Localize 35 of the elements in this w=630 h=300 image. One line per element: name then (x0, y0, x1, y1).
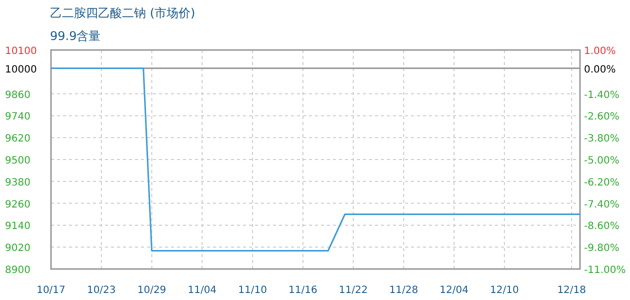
y2-tick-label: -2.60% (584, 112, 620, 123)
x-tick-label: 11/16 (288, 285, 318, 296)
y2-tick-label: 1.00% (584, 46, 616, 57)
y-tick-label: 9860 (5, 90, 30, 101)
x-tick-label: 11/10 (238, 285, 267, 296)
y2-tick-label: -6.20% (584, 177, 620, 188)
y-tick-label: 9500 (5, 156, 30, 166)
x-tick-label: 10/17 (36, 285, 66, 296)
y-tick-label: 9260 (5, 199, 30, 210)
y2-tick-label: -3.80% (584, 134, 620, 145)
x-tick-label: 11/04 (188, 285, 217, 296)
y2-tick-label: -8.60% (584, 221, 620, 232)
y2-tick-label: -1.40% (584, 90, 620, 101)
y-tick-label: 9620 (5, 134, 30, 145)
chart-subtitle: 99.9含量 (50, 29, 101, 43)
x-tick-label: 10/29 (137, 285, 166, 296)
x-tick-label: 10/23 (86, 285, 116, 296)
y-tick-label: 9380 (5, 177, 30, 188)
x-tick-label: 12/04 (440, 285, 468, 296)
y-tick-label: 9740 (5, 112, 30, 123)
y2-tick-label: 0.00% (584, 64, 616, 76)
y-tick-label: 9020 (5, 243, 30, 254)
chart-title: 乙二胺四乙酸二钠 (市场价) (50, 6, 196, 20)
y-tick-label: 9140 (5, 221, 30, 232)
y2-tick-label: -9.80% (584, 243, 620, 254)
x-tick-label: 12/10 (490, 285, 519, 296)
y-tick-label: 8900 (5, 265, 30, 276)
y2-tick-label: -11.00% (584, 265, 626, 276)
x-tick-label: 11/22 (338, 285, 368, 296)
y2-tick-label: -5.00% (584, 156, 620, 166)
y-tick-label: 10100 (5, 46, 37, 57)
x-tick-label: 12/18 (557, 285, 586, 296)
x-tick-label: 11/28 (389, 285, 418, 296)
y-tick-label: 10000 (5, 64, 37, 76)
y2-tick-label: -7.40% (584, 199, 620, 210)
